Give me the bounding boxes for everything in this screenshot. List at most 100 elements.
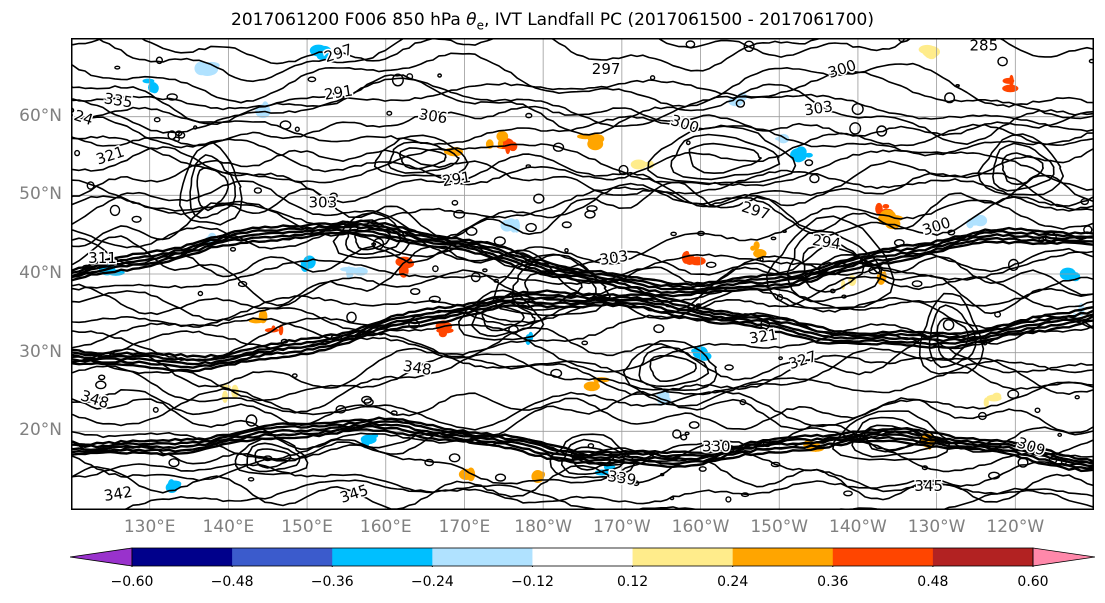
theta-e-speckle-contour xyxy=(743,40,755,53)
theta-e-closed-contour xyxy=(524,272,583,305)
theta-e-speckle-contour xyxy=(470,272,481,283)
theta-e-contour xyxy=(71,390,1094,455)
theta-e-speckle-contour xyxy=(982,340,988,346)
theta-e-closed-contour xyxy=(470,297,536,337)
theta-e-contour xyxy=(91,38,1094,83)
colorbar-cell xyxy=(532,548,634,566)
colorbar-cell xyxy=(832,548,934,566)
theta-e-speckle-contour xyxy=(406,73,414,80)
theta-e-speckle-contour xyxy=(363,398,374,406)
theta-e-speckle-contour xyxy=(762,439,772,448)
contour-label: 339 xyxy=(606,467,637,489)
theta-e-contour xyxy=(71,459,1094,510)
theta-e-speckle-contour xyxy=(581,340,589,346)
theta-e-speckle-contour xyxy=(329,192,338,199)
theta-e-speckle-contour xyxy=(1057,432,1063,437)
theta-e-front-contour xyxy=(71,428,1094,473)
theta-e-closed-contour xyxy=(622,340,718,391)
correlation-patch xyxy=(142,78,155,84)
theta-e-speckle-contour xyxy=(1048,455,1058,464)
theta-e-speckle-contour xyxy=(1017,457,1029,468)
theta-e-closed-contour xyxy=(570,446,615,471)
theta-e-closed-contour xyxy=(560,438,625,475)
theta-e-contour xyxy=(71,105,1094,147)
theta-e-contour xyxy=(71,147,1094,208)
longitude-tick-label: 150°E xyxy=(281,517,333,537)
correlation-patch xyxy=(340,266,358,272)
contour-label: 285 xyxy=(970,38,999,54)
theta-e-speckle-contour xyxy=(876,125,888,137)
theta-e-speckle-contour xyxy=(386,110,393,116)
longitude-tick-label: 170°E xyxy=(438,517,491,537)
theta-e-speckle-contour xyxy=(759,257,764,262)
theta-e-speckle-contour xyxy=(1044,231,1057,244)
theta-e-speckle-contour xyxy=(237,280,248,288)
theta-e-contour xyxy=(71,52,1094,108)
theta-e-contour xyxy=(71,174,1094,248)
correlation-patch xyxy=(983,397,989,408)
theta-e-speckle-contour xyxy=(670,231,677,237)
theta-e-front-contour xyxy=(71,231,1094,298)
theta-e-closed-contour xyxy=(863,424,923,453)
theta-e-speckle-contour xyxy=(493,236,506,246)
longitude-tick-label: 150°W xyxy=(750,517,809,537)
contour-label: 303 xyxy=(308,194,337,212)
theta-e-contour xyxy=(71,146,1094,211)
theta-e-closed-contour xyxy=(179,141,243,226)
theta-e-speckle-contour xyxy=(1088,58,1094,64)
theta-e-speckle-contour xyxy=(153,116,161,123)
colorbar-cell xyxy=(132,548,233,566)
theta-e-contour xyxy=(71,74,1094,145)
theta-e-front-contour xyxy=(71,222,1094,289)
theta-e-speckle-contour xyxy=(262,455,273,462)
theta-e-speckle-contour xyxy=(192,125,198,130)
theta-e-speckle-contour xyxy=(684,431,690,436)
latitude-tick-label: 30°N xyxy=(19,341,62,362)
correlation-patch xyxy=(436,327,454,334)
theta-e-speckle-contour xyxy=(245,414,258,427)
longitude-tick-label: 120°W xyxy=(986,517,1045,537)
theta-e-speckle-contour xyxy=(377,331,384,336)
theta-e-speckle-contour xyxy=(152,406,159,413)
theta-e-speckle-contour xyxy=(680,434,688,441)
theta-e-speckle-contour xyxy=(1034,407,1041,414)
theta-e-contour xyxy=(71,389,1094,436)
theta-e-closed-contour xyxy=(851,416,938,458)
theta-e-speckle-contour xyxy=(371,242,377,246)
colorbar-cell xyxy=(232,548,333,566)
theta-e-speckle-contour xyxy=(424,458,435,467)
theta-e-speckle-contour xyxy=(346,311,357,323)
theta-e-speckle-contour xyxy=(561,221,572,229)
theta-e-speckle-contour xyxy=(86,181,95,190)
theta-e-contour xyxy=(71,106,1094,157)
theta-e-speckle-contour xyxy=(131,215,142,223)
theta-e-speckle-contour xyxy=(332,88,344,97)
theta-e-speckle-contour xyxy=(841,294,847,299)
theta-e-speckle-contour xyxy=(947,229,956,236)
theta-e-closed-contour xyxy=(786,230,883,303)
theta-e-speckle-contour xyxy=(525,222,537,233)
theta-e-speckle-contour xyxy=(921,465,929,471)
theta-e-speckle-contour xyxy=(1060,458,1068,466)
theta-e-closed-contour xyxy=(647,125,797,185)
correlation-patch xyxy=(681,251,691,264)
theta-e-speckle-contour xyxy=(760,319,771,330)
colorbar-over-extension xyxy=(1032,547,1095,567)
theta-e-closed-contour xyxy=(345,219,402,255)
correlation-patch xyxy=(150,83,159,94)
correlation-patch xyxy=(587,133,605,144)
theta-e-speckle-contour xyxy=(508,325,519,335)
theta-e-closed-contour xyxy=(398,147,447,170)
theta-e-front-contour xyxy=(71,289,1094,359)
theta-e-speckle-contour xyxy=(739,399,747,406)
theta-e-closed-contour xyxy=(802,245,865,293)
correlation-patch xyxy=(754,248,760,255)
theta-e-speckle-contour xyxy=(453,209,466,219)
correlation-patch xyxy=(496,130,509,142)
theta-e-speckle-contour xyxy=(1007,389,1020,399)
theta-e-speckle-contour xyxy=(280,338,289,344)
theta-e-speckle-contour xyxy=(653,324,665,334)
colorbar-tick-label: 0.12 xyxy=(616,574,649,590)
correlation-patch xyxy=(630,159,647,170)
